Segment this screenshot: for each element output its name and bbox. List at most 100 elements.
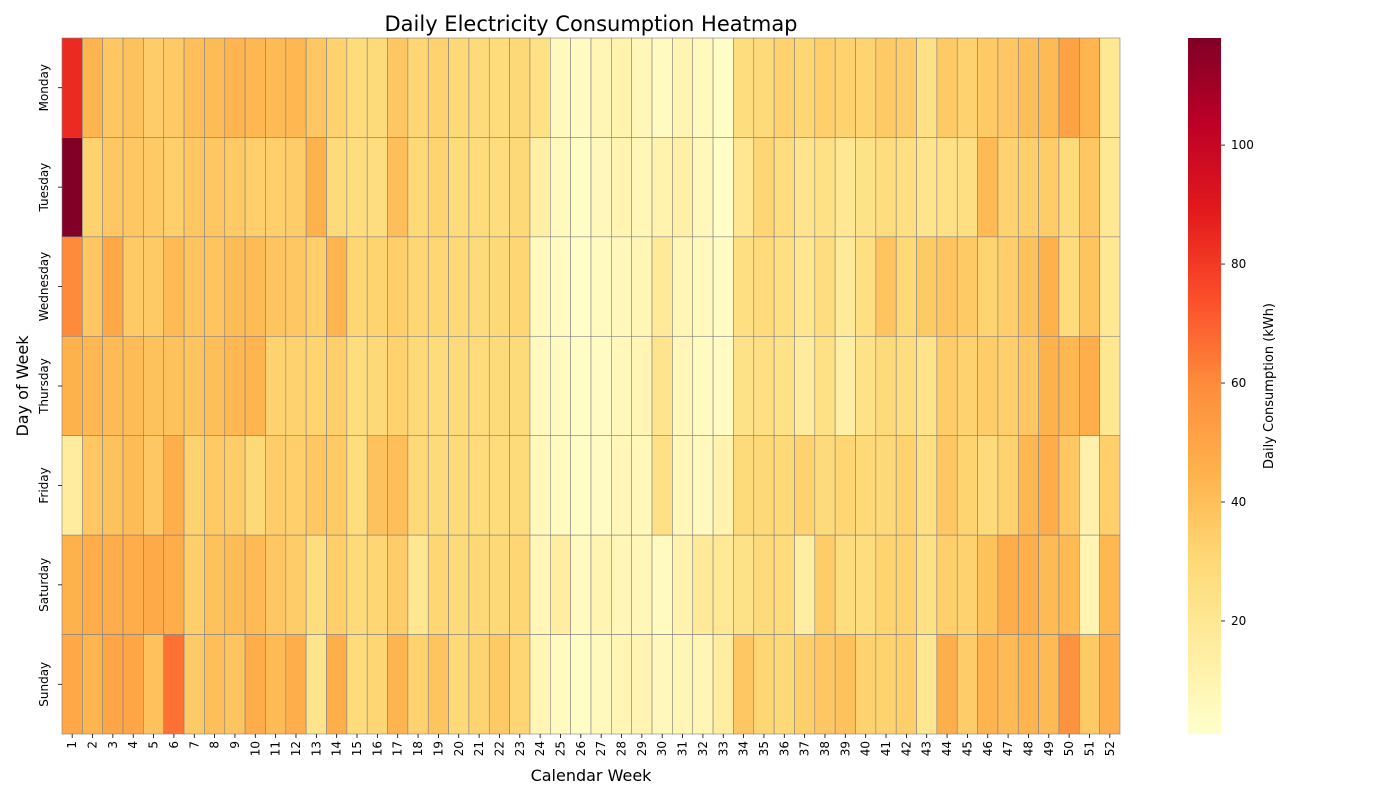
heatmap-cell	[468, 335, 490, 437]
x-tick-label: 12	[289, 741, 303, 756]
heatmap-cell	[346, 534, 368, 635]
heatmap-cell	[1058, 435, 1080, 536]
heatmap-cell	[1017, 435, 1039, 536]
heatmap-cell	[326, 236, 348, 337]
heatmap-cell	[753, 335, 775, 437]
heatmap-cell	[122, 137, 144, 238]
heatmap-cell	[204, 335, 226, 437]
heatmap-cell	[672, 37, 694, 138]
heatmap-cell	[102, 137, 124, 238]
heatmap-cell	[244, 335, 266, 437]
heatmap-cell	[1099, 335, 1121, 437]
heatmap-cell	[1058, 37, 1080, 138]
heatmap-cell	[1058, 534, 1080, 635]
heatmap-cell	[326, 335, 348, 437]
heatmap-cell	[651, 335, 673, 437]
heatmap-cell	[1079, 435, 1100, 536]
heatmap-cell	[529, 335, 551, 437]
heatmap-cell	[814, 534, 836, 635]
heatmap-cell	[204, 236, 226, 337]
heatmap-cell	[204, 435, 226, 536]
heatmap-cell	[529, 236, 551, 337]
heatmap-cell	[773, 335, 795, 437]
heatmap-cell	[895, 435, 917, 536]
heatmap-cell	[82, 137, 103, 238]
heatmap-cell	[305, 137, 327, 238]
heatmap-cell	[936, 534, 958, 635]
heatmap-cell	[224, 335, 246, 437]
x-tick-label: 32	[696, 741, 710, 756]
heatmap-cell	[611, 435, 632, 536]
heatmap-cell	[834, 534, 856, 635]
heatmap-cell	[1058, 634, 1080, 735]
heatmap-cell	[366, 335, 388, 437]
heatmap-cell	[631, 534, 653, 635]
heatmap-cell	[407, 37, 429, 138]
heatmap-cell	[977, 534, 999, 635]
heatmap-cell	[712, 137, 734, 238]
heatmap-cell	[712, 435, 734, 536]
heatmap-cell	[143, 335, 165, 437]
x-tick-label: 44	[940, 741, 954, 756]
heatmap-cell	[407, 534, 429, 635]
heatmap-cell	[468, 435, 490, 536]
x-axis-ticks: 1 2 3 4 5 6 7 8 9 10 11 12 13 14 15 16 17 18 19 20 21 22 23 24 2…	[65, 734, 1117, 756]
x-axis-label: Calendar Week	[531, 766, 653, 785]
x-tick-label: 30	[655, 741, 669, 756]
heatmap-cell	[875, 37, 897, 138]
heatmap-cell	[122, 435, 144, 536]
heatmap-cell	[712, 37, 734, 138]
heatmap-cell	[834, 634, 856, 735]
heatmap-cell	[61, 634, 83, 735]
heatmap-cell	[733, 37, 755, 138]
heatmap-cell	[1079, 534, 1100, 635]
x-tick-label: 51	[1082, 741, 1096, 756]
x-tick-label: 33	[716, 741, 730, 756]
heatmap-cell	[244, 534, 266, 635]
x-tick-label: 22	[492, 741, 506, 756]
x-tick-label: 4	[126, 741, 140, 749]
x-tick-label: 52	[1103, 741, 1117, 756]
x-tick-label: 16	[370, 741, 384, 756]
heatmap-cell	[427, 37, 449, 138]
heatmap-cell	[1079, 137, 1100, 238]
heatmap-cell	[753, 634, 775, 735]
heatmap-cell	[82, 236, 103, 337]
heatmap-cell	[590, 137, 612, 238]
colorbar-tick-label: 20	[1231, 614, 1246, 628]
heatmap-cell	[448, 236, 470, 337]
heatmap-cell	[61, 37, 83, 138]
heatmap-cell	[977, 335, 999, 437]
heatmap-cell	[427, 534, 449, 635]
heatmap-cell	[387, 534, 409, 635]
heatmap-cell	[895, 236, 917, 337]
heatmap-cell	[102, 534, 124, 635]
heatmap-cell	[672, 534, 694, 635]
heatmap-cell	[163, 435, 185, 536]
heatmap-cell	[427, 634, 449, 735]
heatmap-cell	[997, 335, 1019, 437]
heatmap-cell	[285, 137, 307, 238]
heatmap-cell	[956, 435, 978, 536]
heatmap-cell	[956, 137, 978, 238]
heatmap-cell	[936, 37, 958, 138]
heatmap-cell	[285, 37, 307, 138]
heatmap-cell	[163, 534, 185, 635]
heatmap-cell	[916, 534, 938, 635]
heatmap-cell	[794, 534, 816, 635]
heatmap-cell	[672, 335, 694, 437]
y-tick-label: Saturday	[37, 558, 51, 612]
heatmap-cell	[733, 236, 755, 337]
heatmap-cell	[305, 236, 327, 337]
heatmap-cell	[244, 435, 266, 536]
x-tick-label: 23	[513, 741, 527, 756]
heatmap-cell	[916, 236, 938, 337]
heatmap-cell	[611, 236, 632, 337]
heatmap-cell	[163, 37, 185, 138]
heatmap-cell	[550, 534, 571, 635]
heatmap-cell	[143, 634, 165, 735]
heatmap-cell	[224, 137, 246, 238]
heatmap-cell	[977, 137, 999, 238]
colorbar	[1188, 38, 1221, 734]
heatmap-cell	[285, 236, 307, 337]
